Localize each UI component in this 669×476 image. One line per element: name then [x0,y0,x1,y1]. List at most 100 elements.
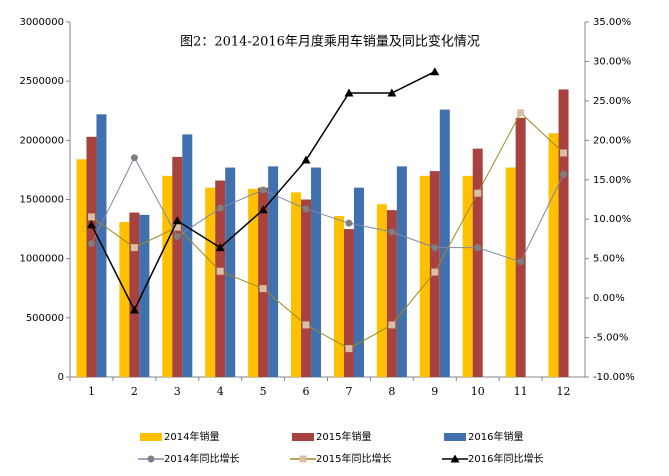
line-marker [387,88,397,97]
legend-marker [299,455,307,463]
bar [353,187,364,377]
y-tick-label: 1000000 [19,254,64,265]
line-marker [345,345,353,353]
legend-label: 2016年同比增长 [468,452,543,465]
line-marker [560,149,568,157]
bar [139,214,150,377]
bar [472,148,483,377]
y2-tick-label: -10.00% [593,372,635,383]
legend-label: 2015年同比增长 [316,452,391,465]
bar [386,210,397,377]
y-tick-label: 500000 [26,313,64,324]
line-marker [345,219,353,227]
legend-label: 2015年销量 [316,430,371,443]
y2-tick-label: 0.00% [593,293,625,304]
y2-tick-label: 15.00% [593,175,631,186]
line-marker [215,243,225,252]
x-tick-label: 1 [88,385,95,398]
line [91,111,564,350]
bar [291,192,302,377]
x-tick-label: 9 [431,385,438,398]
bar [129,212,140,377]
y-tick-label: 1500000 [19,195,64,206]
bar [205,187,216,377]
x-tick-label: 12 [557,385,571,398]
y2-tick-label: 10.00% [593,214,631,225]
line-marker [173,223,181,231]
line-marker [388,321,396,329]
line-marker [130,154,138,162]
line-marker [302,205,310,213]
legend-swatch [140,433,162,441]
x-tick-label: 8 [388,385,395,398]
bar [182,134,193,377]
y2-tick-label: 5.00% [593,254,625,265]
line-marker [560,170,568,178]
line [91,156,564,263]
bar [162,175,173,377]
y2-tick-label: 30.00% [593,56,631,67]
bar [86,136,97,377]
line-marker [301,155,311,164]
line-marker [216,267,224,275]
bar [258,187,269,377]
bar [462,175,473,377]
bar [333,216,344,377]
legend-swatch [292,433,314,441]
line-marker [517,109,525,117]
bar [248,188,259,377]
line-marker [87,213,95,221]
line-marker [431,268,439,276]
line-marker [216,204,224,212]
bar [439,109,450,378]
line-marker [302,321,310,329]
x-tick-label: 2 [131,385,138,398]
y-tick-label: 2500000 [19,76,64,87]
bar [172,156,183,377]
bar [76,159,87,377]
line-marker [173,233,181,241]
bar [343,229,354,377]
chart-title: 图2：2014-2016年月度乘用车销量及同比变化情况 [180,34,480,50]
line-marker [388,228,396,236]
x-tick-label: 11 [514,385,528,398]
bar [215,180,226,377]
x-tick-label: 5 [260,385,267,398]
legend-label: 2014年同比增长 [164,452,239,465]
line-marker [130,244,138,252]
line-marker [474,244,482,252]
y2-tick-label: 25.00% [593,96,631,107]
legend-label: 2016年销量 [468,430,523,443]
x-tick-label: 7 [345,385,352,398]
bar [301,199,312,377]
y2-tick-label: 35.00% [593,17,631,28]
bar [548,133,559,377]
bar [396,166,407,377]
line-marker [258,205,268,214]
bar [515,117,526,377]
y-tick-label: 2000000 [19,135,64,146]
bar [505,167,516,377]
y-tick-label: 3000000 [19,17,64,28]
line-marker [430,67,440,76]
bar [119,221,130,377]
line-marker [517,258,525,266]
line-marker [431,244,439,252]
line-marker [86,220,96,229]
legend-marker [450,454,460,463]
legend-swatch [444,433,466,441]
x-tick-label: 3 [174,385,181,398]
y2-tick-label: 20.00% [593,135,631,146]
line-marker [172,216,182,225]
legend-label: 2014年销量 [164,430,219,443]
line-marker [129,305,139,314]
y2-tick-label: -5.00% [593,333,628,344]
line-marker [474,189,482,197]
line-marker [259,186,267,194]
bar [376,204,387,377]
bar [268,166,279,377]
x-tick-label: 4 [217,385,224,398]
line-marker [344,88,354,97]
bar [419,175,430,377]
